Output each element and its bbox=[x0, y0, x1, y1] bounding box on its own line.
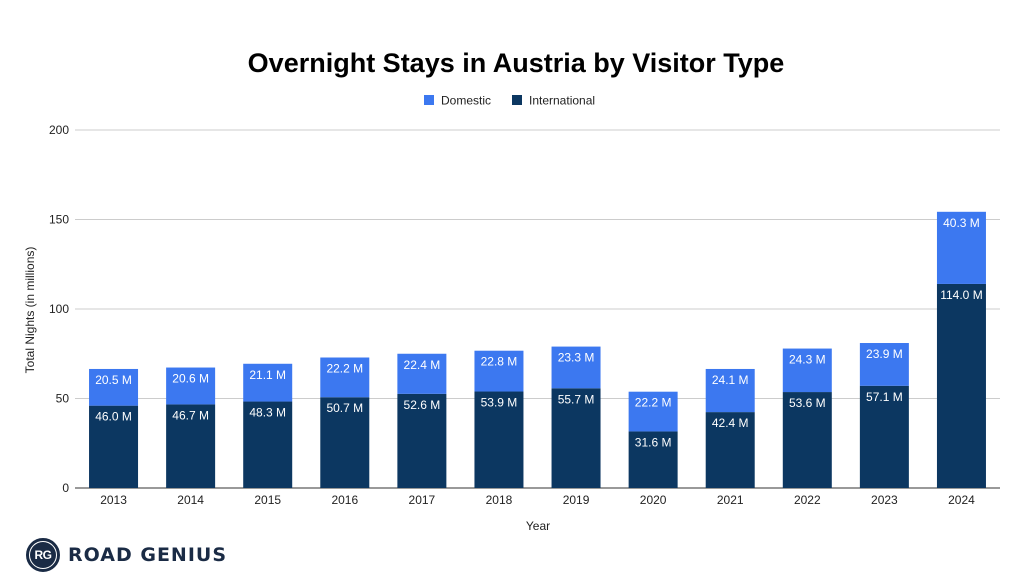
data-label-domestic: 24.3 M bbox=[789, 353, 826, 367]
bar-domestic-2020 bbox=[628, 391, 678, 432]
x-tick-label: 2014 bbox=[177, 493, 204, 507]
bar-domestic-2018 bbox=[474, 350, 524, 392]
x-tick-label: 2019 bbox=[563, 493, 590, 507]
bar-domestic-2022 bbox=[782, 348, 832, 393]
y-tick-label: 100 bbox=[49, 302, 69, 316]
bar-domestic-2021 bbox=[705, 368, 755, 413]
x-axis-ticks: 2013 2014 2015 2016 2017 2018 2019 2020 2021 2022… bbox=[100, 493, 975, 507]
legend-label-domestic: Domestic bbox=[441, 94, 491, 108]
bar-international-2023 bbox=[859, 385, 909, 488]
bar-international-2024 bbox=[936, 283, 986, 488]
y-tick-label: 0 bbox=[62, 481, 69, 495]
data-label-international: 57.1 M bbox=[866, 390, 903, 404]
data-label-domestic: 20.5 M bbox=[95, 373, 132, 387]
data-label-domestic: 23.9 M bbox=[866, 347, 903, 361]
bar-international-2016 bbox=[320, 397, 370, 488]
bar-domestic-2024 bbox=[936, 211, 986, 284]
y-tick-label: 50 bbox=[56, 392, 70, 406]
data-label-domestic: 22.2 M bbox=[635, 396, 672, 410]
x-tick-label: 2013 bbox=[100, 493, 127, 507]
data-label-domestic: 22.2 M bbox=[326, 362, 363, 376]
brand-logo: RG ROAD GENIUS bbox=[26, 537, 227, 573]
data-label-international: 46.0 M bbox=[95, 410, 132, 424]
legend-label-international: International bbox=[529, 94, 595, 108]
data-label-international: 31.6 M bbox=[635, 435, 672, 449]
chart-title: Overnight Stays in Austria by Visitor Ty… bbox=[248, 48, 785, 78]
x-tick-label: 2016 bbox=[331, 493, 358, 507]
bar-international-2013 bbox=[89, 405, 139, 488]
bar-international-2015 bbox=[243, 401, 293, 488]
data-label-international: 42.4 M bbox=[712, 416, 749, 430]
data-label-domestic: 21.1 M bbox=[249, 368, 286, 382]
data-label-domestic: 40.3 M bbox=[943, 216, 980, 230]
x-axis-title: Year bbox=[526, 519, 550, 533]
data-label-domestic: 22.4 M bbox=[404, 358, 441, 372]
bar-international-2020 bbox=[628, 431, 678, 488]
x-tick-label: 2015 bbox=[254, 493, 281, 507]
bar-international-2019 bbox=[551, 388, 601, 488]
gridlines bbox=[75, 129, 1000, 489]
x-tick-label: 2021 bbox=[717, 493, 744, 507]
bar-domestic-2015 bbox=[243, 363, 293, 402]
data-label-international: 114.0 M bbox=[940, 288, 982, 302]
bar-international-2022 bbox=[782, 392, 832, 488]
bar-domestic-2017 bbox=[397, 353, 447, 394]
data-label-international: 48.3 M bbox=[249, 406, 286, 420]
y-axis-title: Total Nights (in millions) bbox=[23, 247, 37, 374]
brand-badge-text: RG bbox=[30, 542, 56, 568]
legend: Domestic International bbox=[424, 94, 595, 108]
bar-international-2017 bbox=[397, 393, 447, 488]
bar-domestic-2014 bbox=[166, 367, 216, 405]
brand-badge-icon: RG bbox=[26, 538, 60, 572]
bar-domestic-2016 bbox=[320, 357, 370, 398]
data-label-international: 46.7 M bbox=[172, 408, 209, 422]
y-axis-ticks: 0 50 100 150 200 bbox=[49, 123, 69, 495]
data-label-domestic: 22.8 M bbox=[481, 355, 518, 369]
x-tick-label: 2023 bbox=[871, 493, 898, 507]
data-label-domestic: 20.6 M bbox=[172, 372, 209, 386]
data-label-international: 53.9 M bbox=[481, 396, 518, 410]
y-tick-label: 200 bbox=[49, 123, 69, 137]
bars: 46.0 M 20.5 M 46.7 M 20.6 M 48.3 M 21.1 M 50.7… bbox=[89, 211, 986, 488]
legend-swatch-domestic bbox=[424, 95, 434, 105]
data-label-international: 50.7 M bbox=[326, 401, 363, 415]
data-label-domestic: 23.3 M bbox=[558, 351, 595, 365]
legend-swatch-international bbox=[512, 95, 522, 105]
x-tick-label: 2017 bbox=[409, 493, 436, 507]
brand-name: ROAD GENIUS bbox=[68, 544, 228, 566]
bar-domestic-2019 bbox=[551, 346, 601, 389]
y-tick-label: 150 bbox=[49, 213, 69, 227]
bar-international-2021 bbox=[705, 412, 755, 488]
x-tick-label: 2020 bbox=[640, 493, 667, 507]
bar-international-2018 bbox=[474, 391, 524, 488]
data-label-international: 55.7 M bbox=[558, 392, 595, 406]
bar-international-2014 bbox=[166, 404, 216, 488]
x-tick-label: 2022 bbox=[794, 493, 821, 507]
x-tick-label: 2018 bbox=[486, 493, 513, 507]
bar-domestic-2013 bbox=[89, 368, 139, 406]
data-label-domestic: 24.1 M bbox=[712, 373, 749, 387]
x-tick-label: 2024 bbox=[948, 493, 975, 507]
data-label-international: 52.6 M bbox=[404, 398, 441, 412]
data-label-international: 53.6 M bbox=[789, 396, 826, 410]
bar-domestic-2023 bbox=[859, 343, 909, 386]
